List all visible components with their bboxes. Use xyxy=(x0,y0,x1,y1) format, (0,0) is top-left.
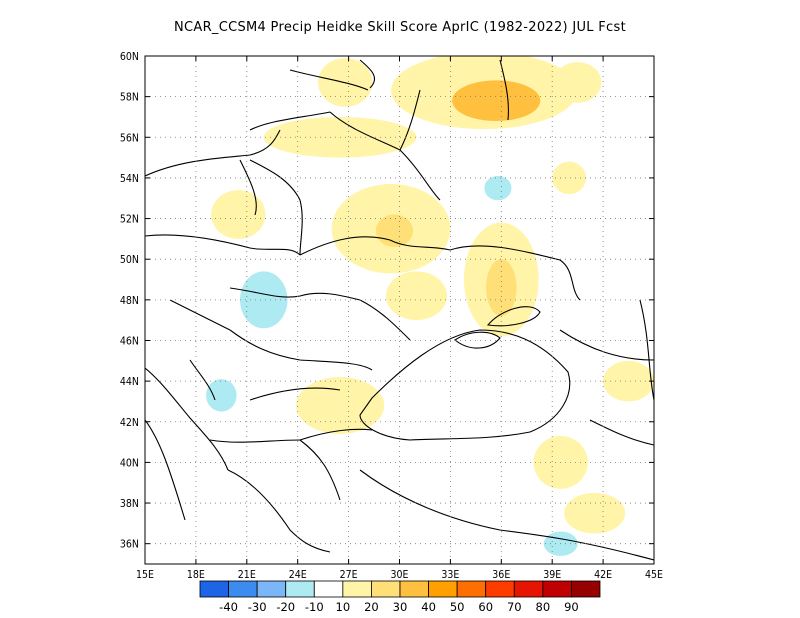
colorbar-swatch xyxy=(542,580,572,598)
lat-tick-label: 38N xyxy=(120,498,139,510)
skill-patch xyxy=(452,80,541,122)
colorbar-label: 20 xyxy=(364,600,379,614)
skill-patch xyxy=(603,360,654,402)
colorbar-label: 70 xyxy=(507,600,522,614)
colorbar-label: 40 xyxy=(421,600,436,614)
lat-tick-label: 60N xyxy=(120,51,139,63)
colorbar-swatch xyxy=(228,580,258,598)
skill-patch xyxy=(486,259,517,317)
colorbar: -40 -30 -20 -10 10 20 30 40 50 60 70 80 90 xyxy=(199,580,601,614)
lon-tick-label: 42E xyxy=(594,569,612,581)
colorbar-swatch xyxy=(199,580,229,598)
colorbar-swatch xyxy=(571,580,601,598)
colorbar-swatch xyxy=(485,580,515,598)
lon-tick-label: 33E xyxy=(441,569,459,581)
colorbar-label: 60 xyxy=(478,600,493,614)
lat-tick-label: 58N xyxy=(120,92,139,104)
colorbar-label: -40 xyxy=(219,600,238,614)
colorbar-label: 50 xyxy=(450,600,465,614)
skill-patch xyxy=(564,492,626,534)
colorbar-label: -30 xyxy=(248,600,267,614)
skill-patch xyxy=(296,377,385,434)
colorbar-label: 80 xyxy=(536,600,551,614)
lon-tick-label: 18E xyxy=(187,569,205,581)
colorbar-swatch xyxy=(256,580,287,598)
colorbar-swatch xyxy=(371,580,401,598)
colorbar-swatch xyxy=(513,580,544,598)
lat-tick-label: 52N xyxy=(120,214,139,226)
colorbar-label: 90 xyxy=(564,600,579,614)
lon-tick-label: 36E xyxy=(492,569,510,581)
skill-patch xyxy=(484,175,512,201)
skill-score-field xyxy=(206,56,654,556)
colorbar-label: -20 xyxy=(276,600,295,614)
lat-tick-label: 54N xyxy=(120,173,139,185)
lon-tick-label: 39E xyxy=(543,569,561,581)
lat-tick-label: 50N xyxy=(120,254,139,266)
skill-patch xyxy=(211,190,266,239)
lon-tick-label: 15E xyxy=(136,569,154,581)
skill-patch xyxy=(553,62,602,103)
lat-tick-label: 42N xyxy=(120,417,139,429)
colorbar-swatch xyxy=(428,580,458,598)
lon-tick-label: 21E xyxy=(238,569,256,581)
lon-tick-label: 24E xyxy=(289,569,307,581)
colorbar-swatch xyxy=(399,580,429,598)
coastlines-and-borders xyxy=(145,59,654,561)
colorbar-label: 10 xyxy=(336,600,351,614)
lat-tick-label: 46N xyxy=(120,335,139,347)
skill-patch xyxy=(240,271,288,329)
colorbar-label: 30 xyxy=(393,600,408,614)
lon-tick-label: 27E xyxy=(340,569,358,581)
colorbar-swatch xyxy=(342,580,372,598)
colorbar-swatch xyxy=(285,580,315,598)
axis-ticks: 15E 18E 21E 24E 27E 30E 33E 36E 39E 42E 45E 36N 38N 4… xyxy=(120,51,663,581)
skill-patch xyxy=(385,271,448,321)
lat-tick-label: 48N xyxy=(120,295,139,307)
lat-tick-label: 44N xyxy=(120,376,139,388)
colorbar-label: -10 xyxy=(305,600,324,614)
colorbar-swatch xyxy=(456,580,487,598)
colorbar-swatch xyxy=(313,580,344,598)
lon-tick-label: 45E xyxy=(645,569,663,581)
skill-patch xyxy=(552,161,587,195)
lat-tick-label: 56N xyxy=(120,132,139,144)
lon-tick-label: 30E xyxy=(391,569,409,581)
lat-tick-label: 36N xyxy=(120,539,139,551)
skill-patch xyxy=(206,379,237,412)
lat-tick-label: 40N xyxy=(120,457,139,469)
map-title: NCAR_CCSM4 Precip Heidke Skill Score Apr… xyxy=(174,20,626,35)
